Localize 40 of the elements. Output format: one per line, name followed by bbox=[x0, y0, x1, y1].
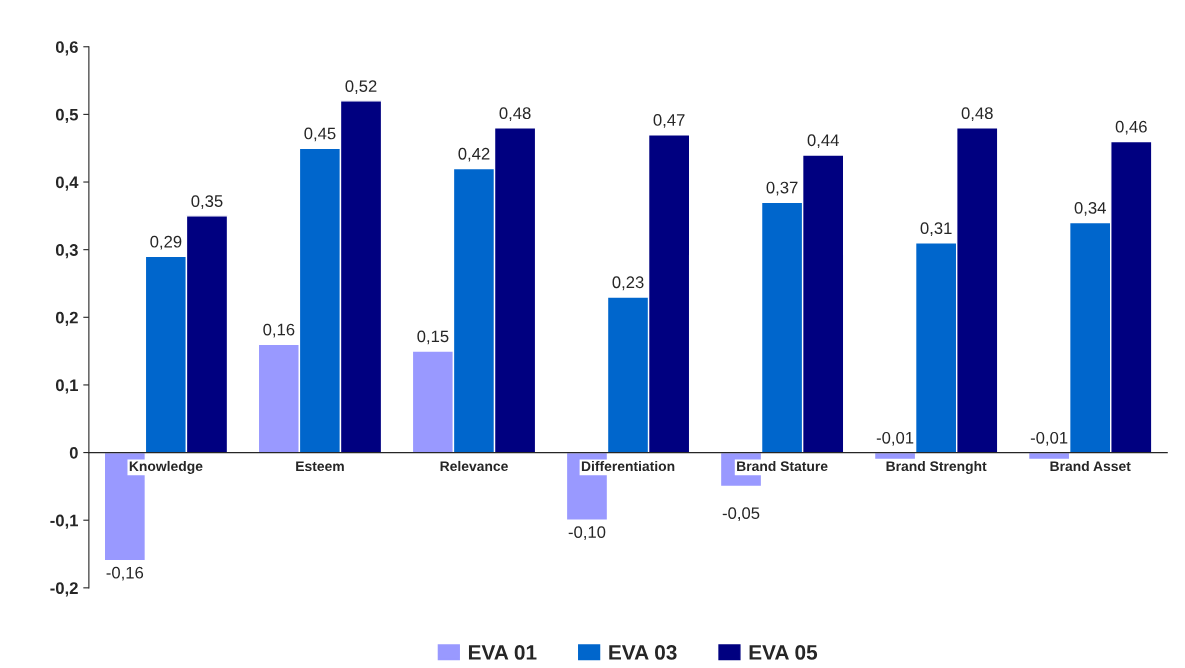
data-label: 0,16 bbox=[263, 323, 295, 338]
y-tick-label: -0,1 bbox=[50, 514, 78, 529]
x-tick-label: Knowledge bbox=[129, 460, 203, 474]
data-label: 0,48 bbox=[499, 107, 531, 122]
data-label: 0,23 bbox=[612, 276, 644, 291]
data-label: -0,01 bbox=[876, 431, 914, 446]
y-tick-label: 0,4 bbox=[55, 176, 79, 191]
data-label: -0,05 bbox=[722, 507, 760, 522]
y-tick-label: 0,1 bbox=[55, 379, 78, 394]
data-label: 0,52 bbox=[345, 80, 377, 94]
data-label: 0,31 bbox=[920, 222, 952, 237]
x-tick-label: Relevance bbox=[440, 460, 508, 472]
data-label: -0,10 bbox=[568, 526, 606, 540]
x-tick-label: Differentiation bbox=[581, 460, 675, 472]
y-tick-label: -0,2 bbox=[50, 582, 78, 597]
legend-label: EVA 01 bbox=[468, 645, 537, 660]
x-tick-label: Brand Stature bbox=[737, 460, 828, 472]
y-tick-label: 0 bbox=[69, 446, 78, 459]
y-tick-label: 0,5 bbox=[55, 108, 78, 124]
data-label: 0,34 bbox=[1074, 201, 1106, 216]
x-tick-label: Esteem bbox=[296, 461, 344, 472]
y-tick-label: 0,6 bbox=[55, 41, 78, 56]
data-label: -0,16 bbox=[106, 566, 144, 581]
data-label: 0,44 bbox=[807, 134, 839, 149]
data-label: 0,35 bbox=[191, 195, 223, 209]
data-label: -0,01 bbox=[1030, 431, 1068, 446]
y-tick-label: 0,2 bbox=[55, 311, 78, 326]
data-label: 0,48 bbox=[961, 107, 993, 122]
data-label: 0,29 bbox=[150, 235, 182, 250]
x-tick-label: Brand Asset bbox=[1050, 460, 1131, 472]
legend-label: EVA 03 bbox=[609, 645, 677, 660]
data-label: 0,42 bbox=[458, 147, 490, 162]
legend-label: EVA 05 bbox=[749, 645, 818, 660]
data-label: 0,45 bbox=[304, 127, 336, 142]
y-tick-label: 0,3 bbox=[55, 244, 78, 259]
data-label: 0,37 bbox=[766, 181, 798, 196]
data-label: 0,46 bbox=[1115, 120, 1147, 135]
data-label: 0,15 bbox=[417, 330, 449, 345]
data-label: 0,47 bbox=[653, 114, 685, 128]
x-tick-label: Brand Strenght bbox=[886, 460, 987, 474]
